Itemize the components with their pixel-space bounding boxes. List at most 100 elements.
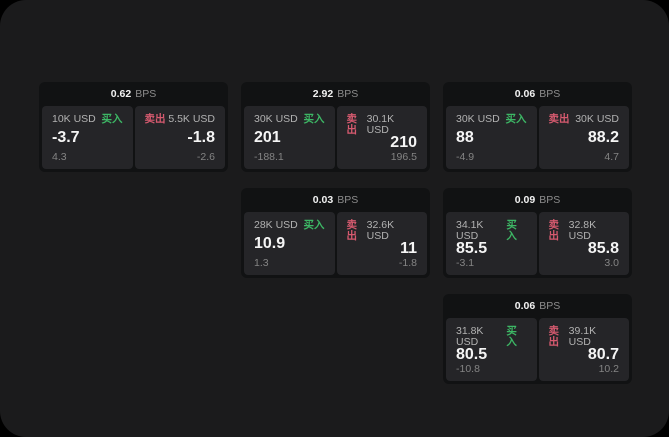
buy-delta: 4.3 bbox=[52, 150, 67, 163]
card-body: 28K USD 买入 10.9 1.3 卖出 32.6K USD 11 -1.8 bbox=[241, 212, 430, 278]
buy-price: 10.9 bbox=[254, 235, 286, 252]
card-header: 0.06 BPS bbox=[443, 294, 632, 318]
quote-card-4: 0.03 BPS 28K USD 买入 10.9 1.3 卖出 32.6K US… bbox=[241, 188, 430, 278]
sell-delta: 4.7 bbox=[604, 150, 619, 163]
sell-price: -1.8 bbox=[187, 129, 215, 146]
buy-price: 80.5 bbox=[456, 346, 488, 364]
card-body: 31.8K USD 买入 80.5 -10.8 卖出 39.1K USD 80.… bbox=[443, 318, 632, 384]
sell-notional: 32.6K USD bbox=[366, 219, 395, 242]
buy-panel-top: 34.1K USD 买入 bbox=[456, 220, 527, 241]
buy-price: 201 bbox=[254, 129, 281, 146]
bps-value: 0.62 bbox=[110, 88, 132, 100]
sell-panel-top: 卖出 32.8K USD bbox=[549, 220, 620, 241]
card-body: 34.1K USD 买入 85.5 -3.1 卖出 32.8K USD 85.8… bbox=[443, 212, 632, 278]
card-body: 30K USD 买入 88 -4.9 卖出 30K USD 88.2 4.7 bbox=[443, 106, 632, 172]
sell-side-label: 卖出 bbox=[144, 113, 166, 125]
buy-side-label: 买入 bbox=[506, 219, 517, 242]
sell-quote-panel[interactable]: 卖出 32.6K USD 11 -1.8 bbox=[336, 212, 427, 275]
buy-quote-panel[interactable]: 30K USD 买入 88 -4.9 bbox=[446, 106, 537, 169]
buy-side-label: 买入 bbox=[101, 113, 123, 125]
bps-unit-label: BPS bbox=[135, 88, 157, 100]
sell-panel-top: 卖出 32.6K USD bbox=[347, 220, 418, 241]
sell-quote-panel[interactable]: 卖出 30.1K USD 210 196.5 bbox=[336, 106, 427, 169]
bps-value: 0.03 bbox=[312, 194, 334, 206]
sell-price: 11 bbox=[400, 240, 417, 258]
sell-delta: -1.8 bbox=[398, 256, 417, 269]
card-header: 0.62 BPS bbox=[39, 82, 228, 106]
buy-notional: 31.8K USD bbox=[456, 325, 484, 348]
sell-notional: 32.8K USD bbox=[568, 219, 597, 242]
quote-card-2: 2.92 BPS 30K USD 买入 201 -188.1 卖出 30.1K … bbox=[241, 82, 430, 172]
sell-side-label: 卖出 bbox=[346, 113, 358, 136]
buy-delta: -10.8 bbox=[456, 362, 480, 375]
sell-side-label: 卖出 bbox=[548, 325, 560, 348]
sell-delta: 10.2 bbox=[598, 362, 619, 375]
buy-side-label: 买入 bbox=[506, 325, 517, 348]
buy-delta: 1.3 bbox=[254, 256, 269, 269]
bps-value: 0.06 bbox=[514, 300, 536, 312]
buy-delta: -4.9 bbox=[456, 150, 475, 163]
card-header: 2.92 BPS bbox=[241, 82, 430, 106]
sell-price: 210 bbox=[390, 134, 417, 152]
sell-quote-panel[interactable]: 卖出 39.1K USD 80.7 10.2 bbox=[538, 318, 629, 381]
quote-card-1: 0.62 BPS 10K USD 买入 -3.7 4.3 卖出 5.5K USD bbox=[39, 82, 228, 172]
quote-card-5: 0.09 BPS 34.1K USD 买入 85.5 -3.1 卖出 32.8K… bbox=[443, 188, 632, 278]
buy-price: 85.5 bbox=[456, 240, 488, 258]
bps-unit-label: BPS bbox=[337, 194, 359, 206]
card-body: 30K USD 买入 201 -188.1 卖出 30.1K USD 210 1… bbox=[241, 106, 430, 172]
sell-quote-panel[interactable]: 卖出 32.8K USD 85.8 3.0 bbox=[538, 212, 629, 275]
bps-value: 2.92 bbox=[312, 88, 334, 100]
quote-card-3: 0.06 BPS 30K USD 买入 88 -4.9 卖出 30K USD bbox=[443, 82, 632, 172]
sell-notional: 39.1K USD bbox=[568, 325, 597, 348]
bps-unit-label: BPS bbox=[539, 194, 561, 206]
buy-panel-top: 31.8K USD 买入 bbox=[456, 326, 527, 347]
sell-panel-top: 卖出 30.1K USD bbox=[347, 114, 418, 135]
buy-side-label: 买入 bbox=[505, 113, 527, 125]
sell-price: 80.7 bbox=[587, 346, 619, 364]
card-header: 0.06 BPS bbox=[443, 82, 632, 106]
sell-side-label: 卖出 bbox=[548, 113, 570, 125]
buy-panel-top: 30K USD 买入 bbox=[254, 114, 325, 125]
buy-notional: 28K USD bbox=[254, 219, 298, 231]
sell-price: 88.2 bbox=[587, 129, 619, 146]
buy-notional: 10K USD bbox=[52, 113, 96, 125]
card-header: 0.09 BPS bbox=[443, 188, 632, 212]
bps-unit-label: BPS bbox=[539, 300, 561, 312]
sell-panel-top: 卖出 30K USD bbox=[549, 114, 620, 125]
buy-panel-top: 28K USD 买入 bbox=[254, 220, 325, 231]
sell-delta: 196.5 bbox=[390, 150, 417, 163]
sell-delta: -2.6 bbox=[196, 150, 215, 163]
quote-cards-grid: 0.62 BPS 10K USD 买入 -3.7 4.3 卖出 5.5K USD bbox=[39, 82, 632, 384]
bps-unit-label: BPS bbox=[539, 88, 561, 100]
buy-price: 88 bbox=[456, 129, 474, 146]
buy-panel-top: 10K USD 买入 bbox=[52, 114, 123, 125]
buy-quote-panel[interactable]: 34.1K USD 买入 85.5 -3.1 bbox=[446, 212, 537, 275]
sell-panel-top: 卖出 5.5K USD bbox=[145, 114, 216, 125]
card-body: 10K USD 买入 -3.7 4.3 卖出 5.5K USD -1.8 -2.… bbox=[39, 106, 228, 172]
buy-quote-panel[interactable]: 30K USD 买入 201 -188.1 bbox=[244, 106, 335, 169]
buy-delta: -188.1 bbox=[254, 150, 284, 163]
bps-value: 0.09 bbox=[514, 194, 536, 206]
buy-side-label: 买入 bbox=[303, 219, 325, 231]
sell-price: 85.8 bbox=[587, 240, 619, 258]
sell-quote-panel[interactable]: 卖出 30K USD 88.2 4.7 bbox=[538, 106, 629, 169]
card-header: 0.03 BPS bbox=[241, 188, 430, 212]
buy-notional: 30K USD bbox=[456, 113, 500, 125]
bps-value: 0.06 bbox=[514, 88, 536, 100]
sell-notional: 30.1K USD bbox=[366, 113, 395, 136]
buy-quote-panel[interactable]: 28K USD 买入 10.9 1.3 bbox=[244, 212, 335, 275]
quote-card-6: 0.06 BPS 31.8K USD 买入 80.5 -10.8 卖出 39.1… bbox=[443, 294, 632, 384]
sell-delta: 3.0 bbox=[604, 256, 619, 269]
bps-unit-label: BPS bbox=[337, 88, 359, 100]
buy-quote-panel[interactable]: 31.8K USD 买入 80.5 -10.8 bbox=[446, 318, 537, 381]
buy-panel-top: 30K USD 买入 bbox=[456, 114, 527, 125]
sell-notional: 30K USD bbox=[575, 113, 619, 125]
buy-price: -3.7 bbox=[52, 129, 80, 146]
buy-quote-panel[interactable]: 10K USD 买入 -3.7 4.3 bbox=[42, 106, 133, 169]
sell-notional: 5.5K USD bbox=[168, 113, 215, 125]
sell-quote-panel[interactable]: 卖出 5.5K USD -1.8 -2.6 bbox=[134, 106, 225, 169]
buy-notional: 34.1K USD bbox=[456, 219, 484, 242]
sell-side-label: 卖出 bbox=[548, 219, 560, 242]
buy-delta: -3.1 bbox=[456, 256, 475, 269]
